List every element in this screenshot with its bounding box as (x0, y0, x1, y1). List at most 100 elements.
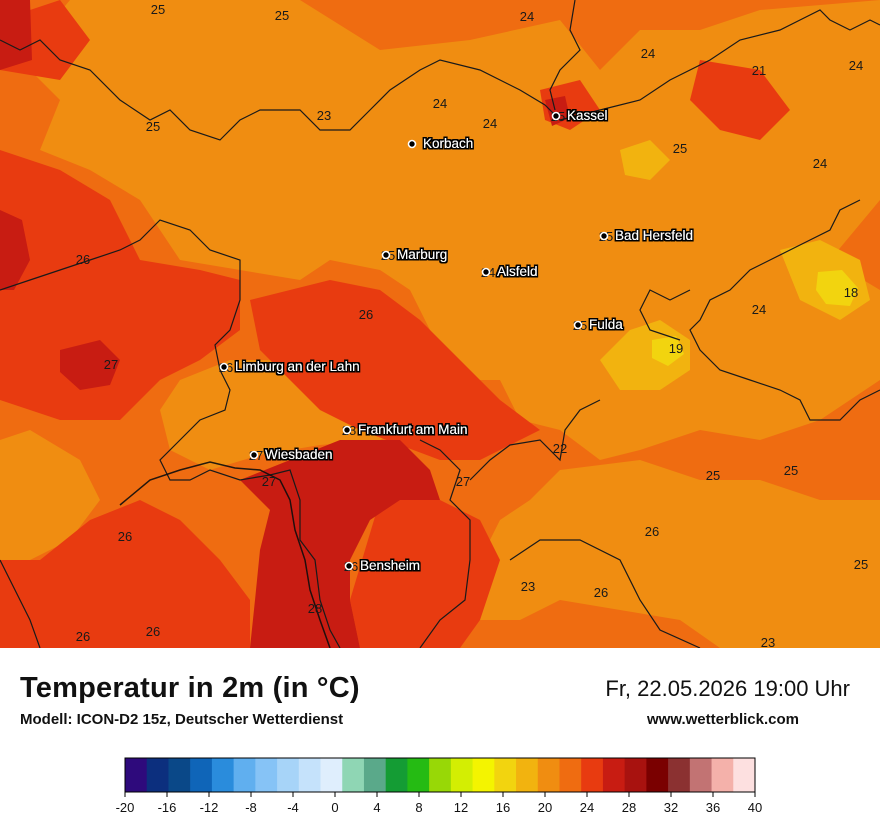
temperature-value: 18 (844, 285, 858, 300)
legend-swatch (298, 758, 322, 792)
legend-swatch (363, 758, 387, 792)
legend-swatch (559, 758, 582, 792)
temperature-value: 26 (645, 524, 659, 539)
temperature-value: 26 (76, 629, 90, 644)
legend-swatch (537, 758, 560, 792)
city-name: Fulda (589, 317, 623, 332)
city-bad-hersfeld: 25Bad Hersfeld (599, 228, 693, 244)
city-dot (219, 362, 229, 372)
city-frankfurt-am-main: 28Frankfurt am Main (342, 422, 468, 438)
legend-swatch (211, 758, 235, 792)
city-marburg: 25Marburg (381, 247, 448, 263)
legend-swatch (516, 758, 539, 792)
temperature-value: 25 (151, 2, 165, 17)
legend-swatch (190, 758, 213, 792)
legend-tick-label: 32 (664, 800, 678, 815)
city-alsfeld: 24Alsfeld (481, 264, 538, 280)
legend-swatch (711, 758, 734, 792)
legend-tick-label: 28 (622, 800, 636, 815)
legend-swatch (233, 758, 256, 792)
city-kassel: 25Kassel (551, 108, 608, 124)
temperature-value: 24 (433, 96, 447, 111)
river-rhine (119, 461, 331, 648)
legend-swatch (255, 758, 278, 792)
city-dot (381, 250, 391, 260)
legend-swatch (429, 758, 452, 792)
temperature-value: 26 (118, 529, 132, 544)
city-korbach: Korbach (407, 136, 473, 151)
temperature-value: 21 (752, 63, 766, 78)
city-dot (342, 425, 352, 435)
legend-swatch (385, 758, 408, 792)
legend-swatch (277, 758, 300, 792)
city-dot (481, 267, 491, 277)
temperature-value: 26 (76, 252, 90, 267)
field-28-plus (0, 0, 570, 648)
legend-tick-label: 8 (415, 800, 422, 815)
legend-swatch (689, 758, 713, 792)
city-name: Kassel (567, 108, 608, 123)
legend-swatch (450, 758, 474, 792)
legend-swatch (407, 758, 430, 792)
legend-swatch (320, 758, 343, 792)
legend-tick-label: -12 (200, 800, 219, 815)
legend-swatch (146, 758, 169, 792)
temperature-value: 24 (813, 156, 827, 171)
field-18-20 (652, 270, 858, 366)
city-name: Bad Hersfeld (615, 228, 693, 243)
city-name: Marburg (397, 247, 447, 262)
legend-swatch (646, 758, 669, 792)
temperature-value: 26 (359, 307, 373, 322)
legend-tick-label: 16 (496, 800, 510, 815)
legend-tick-label: 12 (454, 800, 468, 815)
city-name: Alsfeld (497, 264, 538, 279)
city-limburg-an-der-lahn: 26Limburg an der Lahn (219, 359, 360, 375)
legend-tick-label: 4 (373, 800, 380, 815)
city-name: Korbach (423, 136, 473, 151)
temperature-value: 25 (706, 468, 720, 483)
temperature-value: 23 (521, 579, 535, 594)
website-link[interactable]: www.wetterblick.com (647, 711, 799, 728)
legend-swatch (733, 758, 756, 792)
temperature-value: 25 (854, 557, 868, 572)
city-fulda: 25Fulda (573, 317, 623, 333)
temperature-value: 25 (146, 119, 160, 134)
legend-tick-label: 36 (706, 800, 720, 815)
legend-swatch (472, 758, 495, 792)
legend-tick-label: -20 (116, 800, 135, 815)
city-wiesbaden: 27Wiesbaden (249, 447, 333, 463)
city-markers: 25Kassel Korbach 25Bad Hersfeld 25Marburg 24… (219, 108, 693, 574)
city-name: Bensheim (360, 558, 420, 573)
legend-swatches (124, 757, 756, 793)
temperature-value: 24 (483, 116, 497, 131)
city-dot (344, 561, 354, 571)
temperature-value: 24 (752, 302, 766, 317)
legend-swatch (624, 758, 647, 792)
legend-swatch (494, 758, 517, 792)
temperature-value: 23 (317, 108, 331, 123)
legend-tick-label: 20 (538, 800, 552, 815)
temperature-value: 27 (262, 474, 276, 489)
color-legend: -20 -16 -12 -8 -4 0 4 8 12 16 20 24 28 32 36 40 (116, 757, 762, 815)
temperature-value: 25 (275, 8, 289, 23)
model-info: Modell: ICON-D2 15z, Deutscher Wetterdie… (20, 711, 344, 728)
state-borders (0, 0, 880, 648)
city-dot (249, 450, 259, 460)
legend-swatch (168, 758, 191, 792)
legend-tick-label: 24 (580, 800, 594, 815)
temperature-value: 28 (308, 601, 322, 616)
legend-tick-label: 40 (748, 800, 762, 815)
city-dot (407, 139, 417, 149)
map-title: Temperatur in 2m (in °C) (20, 672, 360, 704)
legend-frame (124, 757, 756, 793)
temperature-value: 24 (849, 58, 863, 73)
legend-tick-label: -4 (287, 800, 299, 815)
temperature-value: 26 (594, 585, 608, 600)
temperature-value: 26 (146, 624, 160, 639)
temperature-value: 24 (641, 46, 655, 61)
legend-swatch (602, 758, 626, 792)
temperature-value: 19 (669, 341, 683, 356)
legend-swatch (581, 758, 604, 792)
city-name: Wiesbaden (265, 447, 333, 462)
footer: Temperatur in 2m (in °C) Modell: ICON-D2… (0, 648, 880, 830)
